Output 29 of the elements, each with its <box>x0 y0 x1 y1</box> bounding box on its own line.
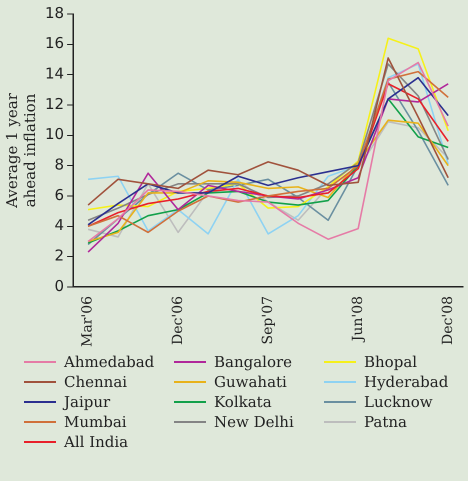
x-tick-label: Jun'08 <box>350 296 366 344</box>
legend-label: Guwahati <box>214 373 287 391</box>
y-tick-label: 4 <box>54 216 64 234</box>
legend-label: New Delhi <box>214 413 294 431</box>
y-tick-label: 6 <box>54 186 64 204</box>
x-tick-label: Dec'08 <box>440 296 456 345</box>
legend-label: Chennai <box>64 373 128 391</box>
legend-label: Kolkata <box>214 393 272 411</box>
y-tick-label: 10 <box>44 125 64 144</box>
legend-label: Hyderabad <box>364 373 448 391</box>
y-tick-label: 12 <box>44 94 64 113</box>
legend-label: Mumbai <box>64 413 127 431</box>
legend-label: Lucknow <box>364 393 433 411</box>
y-axis-title: Average 1 year ahead inflation <box>2 92 39 209</box>
x-tick-label: Sep'07 <box>260 296 276 344</box>
x-tick-label: Mar'06 <box>80 296 96 348</box>
legend-label: Patna <box>364 413 407 431</box>
y-tick-label: 8 <box>54 156 64 174</box>
y-tick-label: 2 <box>54 246 64 265</box>
x-tick-label: Dec'06 <box>170 296 186 345</box>
legend-label: All India <box>64 433 128 451</box>
y-tick-label: 14 <box>44 64 64 83</box>
y-tick-label: 16 <box>44 34 64 52</box>
y-tick-label: 0 <box>54 276 64 295</box>
legend-label: Jaipur <box>64 393 110 411</box>
legend-label: Bhopal <box>364 353 418 371</box>
legend-label: Ahmedabad <box>64 353 154 371</box>
y-tick-label: 18 <box>44 4 64 22</box>
legend-label: Bangalore <box>214 353 292 371</box>
